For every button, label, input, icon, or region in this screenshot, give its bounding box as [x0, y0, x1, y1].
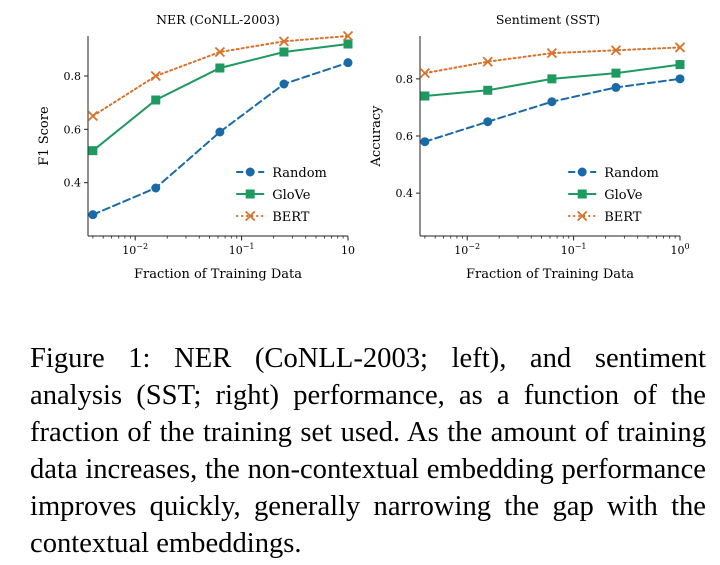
legend-marker	[577, 189, 587, 199]
data-point	[343, 58, 353, 68]
data-point	[675, 74, 685, 84]
series-bert	[419, 42, 686, 79]
data-point	[279, 79, 289, 89]
data-point	[547, 74, 557, 84]
legend-label: BERT	[272, 210, 310, 225]
y-tick-label: 0.8	[396, 73, 414, 86]
figure: NER (CoNLL-2003) 0.4 0.6 0.8 10−2 10−1 10 Fract…	[37, 12, 690, 282]
series-line	[423, 46, 681, 75]
x-tick-label: 10	[341, 244, 355, 257]
y-tick-label: 0.6	[396, 130, 414, 143]
data-point	[215, 63, 225, 73]
series-line	[423, 77, 681, 143]
chart-title: NER (CoNLL-2003)	[156, 12, 280, 27]
y-tick-label: 0.4	[64, 177, 82, 190]
legend-label: GloVe	[604, 188, 643, 203]
series-glove	[88, 39, 353, 156]
y-tick-label: 0.4	[396, 187, 414, 200]
chart-title: Sentiment (SST)	[496, 12, 600, 27]
series-bert	[87, 30, 354, 122]
data-point	[482, 56, 493, 67]
y-axis-label: F1 Score	[37, 106, 52, 166]
data-point	[215, 127, 225, 137]
data-point	[88, 210, 98, 220]
series-random	[420, 74, 685, 147]
legend-label: BERT	[604, 210, 642, 225]
legend-label: Random	[604, 166, 659, 181]
data-point	[150, 70, 161, 82]
series-random	[88, 58, 353, 220]
data-point	[611, 82, 621, 92]
legend-marker	[245, 210, 256, 222]
data-point	[343, 39, 353, 49]
x-tick-label: 100	[670, 242, 689, 257]
data-point	[88, 146, 98, 156]
data-point	[214, 46, 226, 58]
data-point	[546, 48, 558, 59]
x-tick-label: 10−1	[229, 242, 255, 257]
data-point	[547, 97, 557, 107]
legend-label: GloVe	[272, 188, 311, 203]
y-axis-label: Accuracy	[369, 105, 384, 168]
data-point	[87, 110, 99, 122]
x-tick-label: 10−1	[561, 242, 587, 257]
x-tick-label: 10−2	[454, 242, 480, 257]
data-point	[151, 95, 161, 105]
legend-marker	[245, 167, 255, 177]
legend: Random GloVe BERT	[236, 166, 327, 225]
data-point	[342, 30, 354, 42]
x-axis-label: Fraction of Training Data	[134, 267, 302, 282]
legend-marker	[577, 210, 588, 222]
legend: Random GloVe BERT	[568, 166, 659, 225]
legend-marker	[245, 189, 255, 199]
charts-svg: NER (CoNLL-2003) 0.4 0.6 0.8 10−2 10−1 10 Fract…	[37, 12, 690, 282]
data-point	[611, 68, 621, 78]
legend-marker	[577, 167, 587, 177]
data-point	[483, 85, 493, 95]
data-point	[419, 68, 431, 79]
data-point	[278, 36, 290, 47]
data-point	[675, 60, 685, 70]
data-point	[610, 45, 622, 56]
x-axis-label: Fraction of Training Data	[466, 267, 634, 282]
data-point	[151, 183, 161, 193]
chart-panel-2: Sentiment (SST) 0.4 0.6 0.8 10−2 10−1 100 Fract…	[369, 12, 690, 282]
data-point	[420, 137, 430, 147]
y-tick-label: 0.8	[64, 70, 82, 83]
legend-label: Random	[272, 166, 327, 181]
series-line	[91, 35, 349, 117]
data-point	[674, 42, 686, 53]
series-glove	[420, 60, 685, 101]
y-tick-label: 0.6	[64, 123, 82, 136]
chart-panel-1: NER (CoNLL-2003) 0.4 0.6 0.8 10−2 10−1 10 Fract…	[37, 12, 355, 282]
data-point	[483, 117, 493, 127]
x-tick-label: 10−2	[122, 242, 148, 257]
figure-caption: Figure 1: NER (CoNLL-2003; left), and se…	[30, 343, 706, 559]
data-point	[420, 91, 430, 101]
data-point	[279, 47, 289, 57]
